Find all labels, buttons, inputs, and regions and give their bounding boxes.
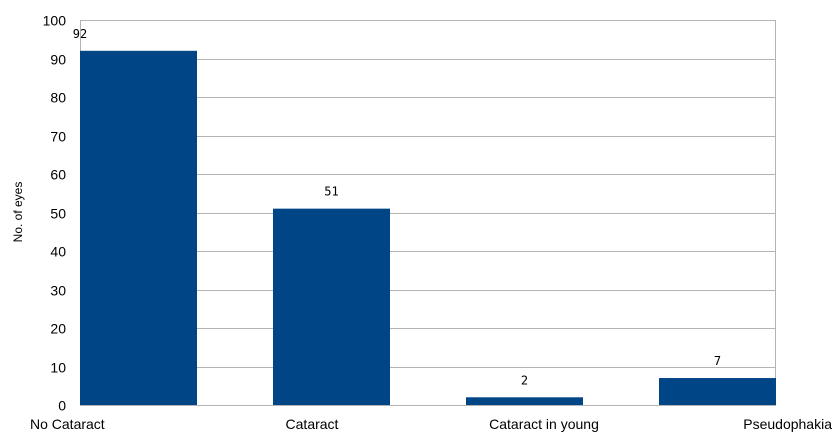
x-category-label: No Cataract [30,416,105,432]
bar [466,397,583,405]
y-tick-label: 70 [50,129,66,145]
bar [80,50,197,406]
y-tick-label: 0 [58,398,66,414]
bars [80,50,776,406]
y-tick-label: 80 [50,90,66,106]
y-tick-label: 40 [50,244,66,260]
y-tick-label: 30 [50,283,66,299]
y-axis-ticks: 0 10 20 30 40 50 60 70 80 90 100 [43,13,67,414]
data-label: 51 [324,185,338,199]
bar [273,208,390,405]
y-axis-title: No. of eyes [11,182,25,243]
y-tick-label: 10 [50,360,66,376]
data-label: 92 [73,27,87,41]
data-labels: 92 51 2 7 [73,27,721,387]
x-category-label: Cataract [286,416,339,432]
y-tick-label: 90 [50,52,66,68]
x-axis-labels: No Cataract Cataract Cataract in young Pseu… [30,416,832,432]
bar [659,378,776,405]
y-tick-label: 50 [50,206,66,222]
x-category-label: Cataract in young [489,416,599,432]
y-tick-label: 20 [50,321,66,337]
y-tick-label: 100 [43,13,67,29]
x-category-label: Pseudophakia [743,416,832,432]
data-label: 2 [521,373,528,387]
data-label: 7 [714,354,721,368]
y-tick-label: 60 [50,167,66,183]
